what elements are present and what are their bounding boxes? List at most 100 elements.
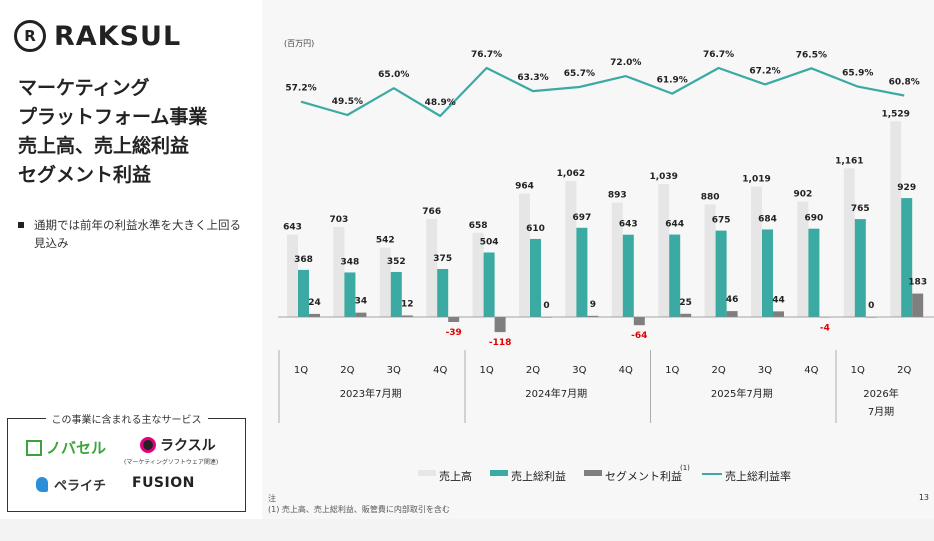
sales-label: 1,062: [557, 169, 585, 179]
gross-margin-label: 76.5%: [796, 50, 827, 60]
segment-profit-bar: [494, 317, 506, 333]
sales-label: 658: [469, 221, 488, 231]
legend-swatch-segment-profit: [584, 470, 602, 476]
segment-profit-label: -118: [489, 338, 512, 348]
gross-profit-label: 684: [758, 214, 777, 224]
gross-margin-label: 63.3%: [517, 73, 548, 83]
segment-profit-bar: [309, 313, 320, 317]
quarter-tick-label: 1Q: [665, 365, 679, 376]
gross-margin-label: 57.2%: [285, 84, 316, 94]
raksul-logo-icon: R: [14, 20, 46, 52]
sales-label: 1,161: [835, 156, 863, 166]
gross-profit-label: 610: [526, 224, 545, 234]
gross-profit-bar: [669, 234, 681, 317]
quarter-tick-label: 2Q: [526, 365, 540, 376]
gross-profit-bar: [530, 238, 541, 317]
gross-margin-label: 65.7%: [564, 69, 595, 79]
segment-profit-label: 12: [401, 299, 414, 309]
service-raksul-sub: (マーケティングソフトウェア関連): [124, 459, 219, 466]
legend-label-sales: 売上高: [439, 469, 472, 483]
segment-profit-bar: [680, 313, 692, 317]
raksul-logo: R RAKSUL: [14, 20, 181, 52]
sales-label: 542: [376, 236, 395, 246]
gross-margin-label: 76.7%: [471, 50, 502, 60]
gross-profit-label: 504: [480, 237, 499, 247]
gross-profit-bar: [622, 234, 634, 317]
title-line-1: マーケティング: [18, 77, 150, 99]
sales-bar: [426, 218, 438, 317]
gross-profit-label: 690: [805, 214, 824, 224]
services-title: この事業に含まれる主なサービス: [45, 411, 208, 426]
sales-label: 1,019: [742, 175, 770, 185]
segment-profit-bar: [355, 312, 367, 317]
fiscal-year-label: 2024年7月期: [525, 387, 587, 400]
gross-profit-label: 375: [433, 254, 452, 264]
services-box: この事業に含まれる主なサービス ノバセル ラクスル (マーケティングソフトウェア…: [7, 411, 246, 512]
service-raksul: ラクスル: [140, 435, 216, 455]
legend-footnote-marker: (1): [680, 464, 690, 472]
page-title: マーケティング プラットフォーム事業 売上高、売上総利益 セグメント利益: [18, 74, 207, 190]
sales-bar: [890, 121, 902, 318]
gross-profit-label: 643: [619, 220, 638, 230]
sales-label: 643: [283, 223, 302, 233]
service-novasell: ノバセル: [26, 437, 106, 458]
segment-profit-bar: [448, 317, 460, 322]
fiscal-year-label: 2023年7月期: [340, 387, 402, 400]
legend-label-gross-margin: 売上総利益率: [725, 469, 791, 483]
unit-label: (百万円): [284, 39, 314, 48]
gross-profit-label: 348: [341, 257, 360, 267]
sales-label: 964: [515, 182, 534, 192]
gross-profit-label: 765: [851, 204, 870, 214]
sales-label: 902: [794, 190, 813, 200]
sales-bar: [751, 186, 762, 317]
gross-margin-label: 76.7%: [703, 50, 734, 60]
sales-bar: [287, 234, 298, 317]
gross-margin-line: [300, 66, 905, 118]
service-label: ノバセル: [46, 439, 107, 457]
sales-bar: [565, 181, 577, 317]
gross-profit-label: 644: [665, 220, 684, 230]
chart-panel: [262, 0, 934, 541]
gross-profit-label: 675: [712, 216, 731, 226]
quarter-tick-label: 4Q: [433, 365, 447, 376]
segment-profit-label: 46: [726, 295, 739, 305]
sales-label: 893: [608, 191, 627, 201]
bullet-point: 通期では前年の利益水準を大きく上回る見込み: [18, 216, 246, 252]
sales-label: 1,039: [649, 172, 677, 182]
gross-profit-label: 697: [573, 213, 592, 223]
left-panel: R RAKSUL マーケティング プラットフォーム事業 売上高、売上総利益 セグ…: [0, 0, 262, 541]
sales-bar: [379, 247, 391, 317]
gross-margin-label: 65.9%: [842, 69, 873, 79]
sales-bar: [472, 232, 484, 317]
quarter-tick-label: 2Q: [897, 365, 911, 376]
sales-label: 766: [422, 207, 441, 217]
gross-profit-bar: [808, 228, 820, 317]
gross-margin-label: 60.8%: [889, 77, 920, 87]
segment-profit-label: -64: [631, 331, 647, 341]
segment-profit-label: 0: [868, 301, 874, 311]
sales-bar: [519, 193, 530, 317]
gross-profit-bar: [762, 229, 773, 317]
segment-profit-bar: [401, 315, 413, 317]
segment-profit-label: 24: [308, 298, 321, 308]
peraichi-logo-icon: [36, 477, 48, 492]
legend-swatch-gross-profit: [490, 470, 508, 476]
gross-margin-label: 65.0%: [378, 70, 409, 80]
gross-profit-bar: [298, 269, 309, 317]
square-bullet-icon: [18, 222, 24, 228]
segment-profit-label: -4: [820, 324, 830, 334]
gross-margin-label: 49.5%: [332, 97, 363, 107]
footer-band: [0, 519, 934, 541]
gross-profit-bar: [715, 230, 727, 317]
title-line-2: プラットフォーム事業: [18, 106, 208, 128]
gross-profit-bar: [390, 271, 402, 317]
gross-profit-bar: [344, 272, 356, 317]
quarter-tick-label: 2Q: [340, 365, 354, 376]
service-label: FUSION: [132, 475, 195, 491]
title-line-4: セグメント利益: [18, 164, 152, 186]
quarter-tick-label: 1Q: [294, 365, 308, 376]
legend-label-segment-profit: セグメント利益: [605, 469, 682, 483]
logo-text: RAKSUL: [54, 20, 182, 52]
segment-profit-label: 183: [908, 278, 927, 288]
raksul-service-logo-icon: [140, 437, 156, 453]
